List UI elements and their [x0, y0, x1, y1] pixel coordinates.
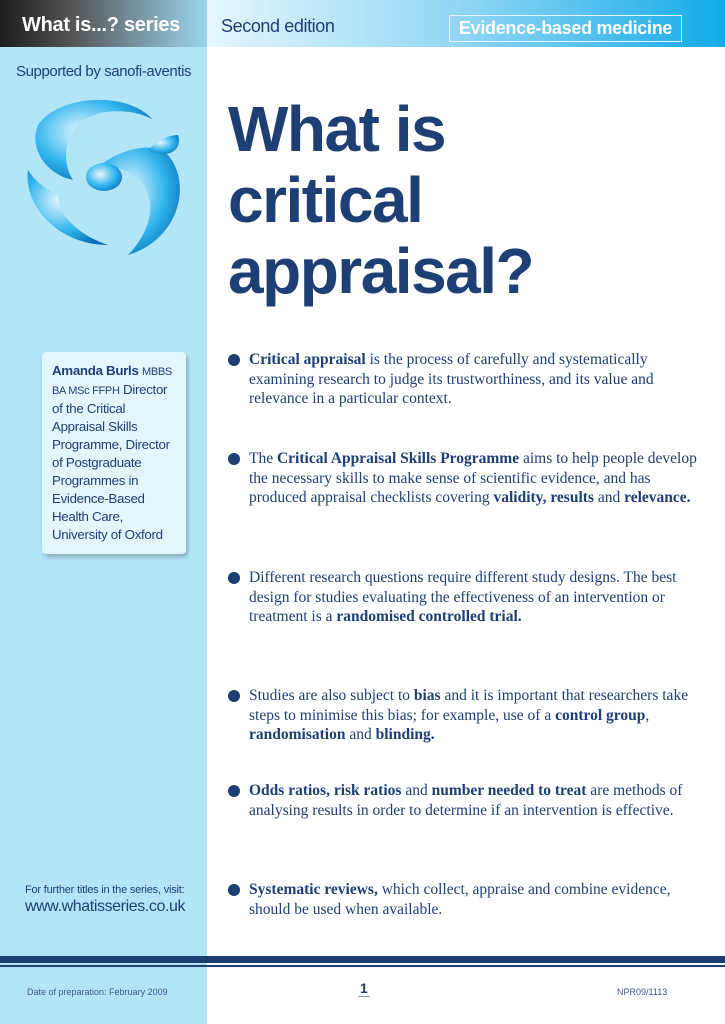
text-run: and	[593, 489, 625, 506]
list-item: Critical appraisal is the process of car…	[228, 350, 699, 409]
text-run: Studies are also subject to	[249, 687, 414, 704]
bold-term: control group	[555, 706, 646, 724]
title-line: appraisal?	[228, 235, 535, 307]
bold-term: Critical appraisal	[249, 351, 366, 368]
bullet-icon	[228, 690, 240, 702]
text-run: and	[401, 782, 432, 799]
category-badge: Evidence-based medicine	[449, 15, 682, 42]
supported-by: Supported by sanofi-aventis	[16, 63, 192, 80]
text-run: and	[345, 726, 376, 743]
list-item: Studies are also subject to bias and it …	[228, 686, 699, 745]
text-run: and it is important that researchers tak…	[249, 687, 689, 724]
author-name: Amanda Burls	[52, 363, 139, 378]
header-left	[0, 0, 207, 47]
bold-term: Critical Appraisal Skills Programme	[276, 450, 520, 467]
list-item: Systematic reviews, which collect, appra…	[228, 880, 699, 919]
bold-term: Systematic reviews,	[249, 881, 378, 898]
text-run: The	[249, 450, 277, 467]
bold-term: bias	[413, 687, 441, 704]
bold-term: Odds ratios, risk ratios	[249, 782, 402, 799]
bullet-icon	[228, 453, 240, 465]
document-code: NPR09/1113	[617, 987, 668, 997]
footer-rule-thin	[0, 965, 725, 967]
sanofi-logo-icon	[27, 99, 180, 255]
text-run: is the process of carefully and systemat…	[249, 351, 654, 407]
bullet-icon	[228, 785, 240, 797]
author-quals: MBBS BA MSc FFPH	[52, 366, 172, 397]
series-title: What is...? series	[22, 14, 180, 36]
bullet-icon	[228, 572, 240, 584]
bold-term: relevance.	[624, 489, 691, 506]
bold-term: number needed to treat	[431, 782, 587, 799]
preparation-date: Date of preparation: February 2009	[27, 987, 168, 997]
title-line: critical	[228, 164, 424, 236]
edition-label: Second edition	[221, 16, 335, 36]
title-line: What is	[228, 93, 447, 165]
text-run: are methods of analysing results in orde…	[249, 782, 683, 819]
bold-term: randomised controlled trial.	[336, 608, 522, 625]
page-title: What is critical appraisal?	[228, 93, 535, 307]
text-run: aims to help people develop the necessar…	[249, 450, 697, 506]
page-number: 1	[358, 980, 370, 997]
list-item: Odds ratios, risk ratios and number need…	[228, 781, 699, 820]
text-run: ,	[645, 706, 650, 724]
author-box: Amanda Burls MBBS BA MSc FFPH Director o…	[42, 352, 186, 554]
header-right	[207, 0, 725, 47]
list-item: Different research questions require dif…	[228, 568, 699, 627]
further-titles: For further titles in the series, visit:	[25, 884, 185, 896]
footer-rule	[0, 956, 725, 963]
bullet-icon	[228, 884, 240, 896]
bold-term: randomisation	[249, 726, 346, 743]
bullet-icon	[228, 354, 240, 366]
series-link[interactable]: www.whatisseries.co.uk	[25, 898, 186, 915]
list-item: The Critical Appraisal Skills Programme …	[228, 449, 699, 508]
header-banner: What is...? series Second edition Eviden…	[0, 0, 725, 47]
bold-term: blinding.	[375, 726, 435, 743]
author-role: Director of the Critical Appraisal Skill…	[52, 382, 170, 542]
text-run: which collect, appraise and combine evid…	[249, 881, 671, 918]
text-run: Different research questions require dif…	[249, 569, 677, 625]
bold-term: validity, results	[493, 489, 594, 506]
